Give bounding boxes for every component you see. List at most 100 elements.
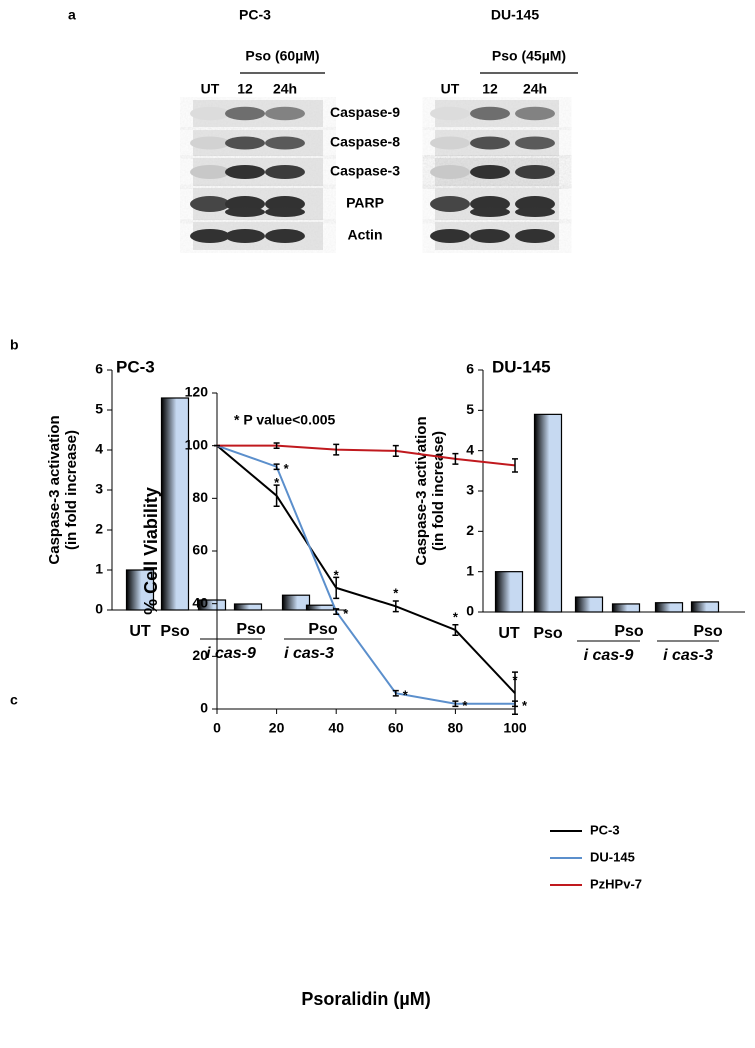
series-line bbox=[217, 444, 516, 467]
y-tick-label: 4 bbox=[95, 441, 103, 457]
bar bbox=[197, 599, 227, 611]
y-axis-label: (in fold increase) bbox=[430, 431, 447, 551]
error-bar bbox=[512, 671, 518, 716]
protein-label: PARP bbox=[346, 195, 384, 211]
lane-label: 24h bbox=[273, 81, 297, 97]
lane-label: 12 bbox=[237, 81, 253, 97]
y-tick-label: 2 bbox=[95, 521, 103, 537]
blot-band bbox=[470, 106, 510, 121]
significance-mark: * bbox=[453, 609, 459, 624]
annotation: * P value<0.005 bbox=[234, 412, 336, 428]
y-tick-label: 5 bbox=[466, 401, 474, 417]
x-tick-label: 20 bbox=[269, 720, 285, 736]
legend-label: DU-145 bbox=[590, 849, 635, 864]
x-axis-label: Psoralidin (µM) bbox=[301, 989, 430, 1009]
bar bbox=[160, 397, 190, 611]
significance-mark: * bbox=[343, 606, 349, 621]
bar bbox=[690, 601, 720, 613]
blot-band bbox=[515, 229, 555, 243]
y-tick-label: 0 bbox=[200, 700, 208, 716]
blot-band bbox=[225, 106, 265, 121]
blot-band bbox=[430, 229, 470, 243]
protein-label: Actin bbox=[348, 227, 383, 243]
blot-band bbox=[470, 136, 510, 150]
error-bar bbox=[512, 458, 518, 473]
group-label: i cas-9 bbox=[206, 645, 256, 662]
blot-band bbox=[430, 196, 470, 212]
lane-label: 12 bbox=[482, 81, 498, 97]
lane-label: 24h bbox=[523, 81, 547, 97]
y-axis-label: (in fold increase) bbox=[63, 430, 80, 550]
significance-mark: * bbox=[393, 586, 399, 601]
error-bar bbox=[273, 463, 280, 471]
lane-label: UT bbox=[441, 81, 460, 97]
error-bar bbox=[452, 623, 459, 637]
bar bbox=[281, 594, 311, 611]
chart-title: DU-145 bbox=[492, 357, 551, 376]
error-bar bbox=[452, 700, 459, 708]
panel-label: c bbox=[10, 692, 18, 708]
error-bar bbox=[333, 608, 340, 615]
blot-band bbox=[515, 106, 555, 121]
blot-band bbox=[265, 165, 305, 179]
y-tick-label: 40 bbox=[192, 594, 208, 610]
bar bbox=[533, 413, 563, 613]
blot-band bbox=[430, 136, 470, 150]
y-tick-label: 2 bbox=[466, 522, 474, 538]
y-tick-label: 100 bbox=[185, 436, 209, 452]
x-tick-label: Pso bbox=[160, 623, 190, 640]
blot-band bbox=[430, 165, 470, 179]
protein-label: Caspase-8 bbox=[330, 134, 400, 150]
y-tick-label: 1 bbox=[95, 561, 103, 577]
blot-band bbox=[470, 229, 510, 243]
y-tick-label: 3 bbox=[466, 482, 474, 498]
blot-band bbox=[515, 136, 555, 150]
treatment-label: Pso (45µM) bbox=[492, 48, 566, 64]
y-axis-label: Caspase-3 activation bbox=[46, 415, 63, 564]
error-bar bbox=[512, 700, 518, 708]
x-tick-label: 40 bbox=[328, 720, 344, 736]
blot-band bbox=[225, 136, 265, 150]
significance-mark: * bbox=[512, 673, 518, 688]
blot-band bbox=[515, 207, 555, 217]
cell-line-title: PC-3 bbox=[239, 7, 271, 23]
cell-line-title: DU-145 bbox=[491, 7, 539, 23]
x-tick-label: UT bbox=[498, 625, 520, 642]
y-tick-label: 6 bbox=[95, 361, 103, 377]
blot-band bbox=[190, 136, 230, 150]
significance-mark: * bbox=[274, 475, 280, 490]
y-tick-label: 0 bbox=[95, 601, 103, 617]
blot-band bbox=[265, 229, 305, 243]
x-tick-label: 100 bbox=[503, 720, 527, 736]
group-treatment: Pso bbox=[693, 623, 723, 640]
bar bbox=[233, 603, 263, 611]
blot-band bbox=[225, 229, 265, 243]
blot-band bbox=[430, 106, 470, 121]
x-tick-label: UT bbox=[129, 623, 151, 640]
significance-mark: * bbox=[403, 688, 409, 703]
y-axis-label: % Cell Viability bbox=[141, 487, 161, 615]
blot-band bbox=[265, 207, 305, 217]
legend-label: PzHPv-7 bbox=[590, 876, 642, 891]
group-label: i cas-9 bbox=[584, 647, 634, 664]
treatment-label: Pso (60µM) bbox=[245, 48, 319, 64]
bar bbox=[125, 569, 155, 611]
group-label: i cas-3 bbox=[663, 647, 713, 664]
group-label: i cas-3 bbox=[284, 645, 334, 662]
x-tick-label: 0 bbox=[213, 720, 221, 736]
blot-band bbox=[265, 136, 305, 150]
significance-mark: * bbox=[284, 461, 290, 476]
significance-mark: * bbox=[522, 698, 528, 713]
error-bar bbox=[452, 452, 459, 465]
y-tick-label: 3 bbox=[95, 481, 103, 497]
panel-label: b bbox=[10, 337, 19, 353]
blot-band bbox=[190, 196, 230, 212]
group-treatment: Pso bbox=[308, 621, 338, 638]
panel-label: a bbox=[68, 7, 76, 23]
bar bbox=[611, 603, 641, 613]
error-bar bbox=[333, 443, 340, 456]
blot-band bbox=[225, 207, 265, 217]
x-tick-label: Pso bbox=[533, 625, 563, 642]
y-tick-label: 20 bbox=[192, 647, 208, 663]
blot-band bbox=[190, 106, 230, 121]
